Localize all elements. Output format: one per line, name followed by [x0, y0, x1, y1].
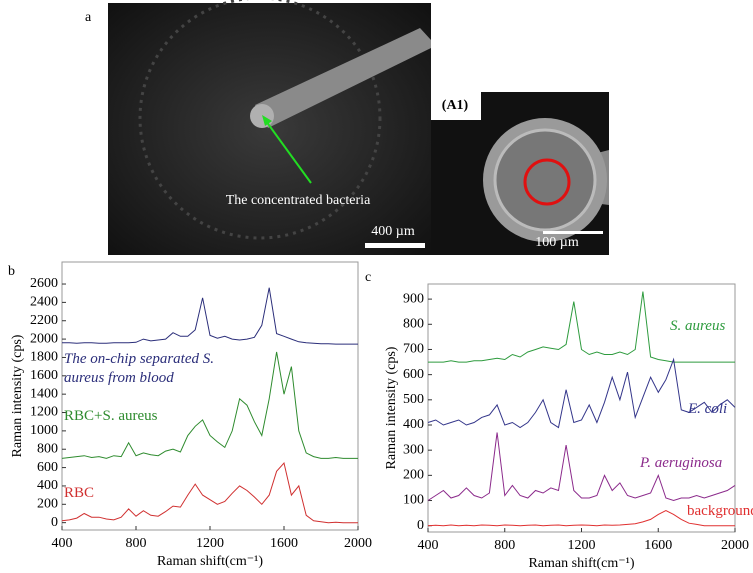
y-tick-label: 1400: [30, 386, 58, 401]
y-tick-label: 0: [417, 518, 424, 533]
caption: The concentrated bacteria: [226, 193, 371, 208]
spectrum-line: [61, 461, 358, 524]
panel-label: b: [8, 264, 15, 279]
y-tick-label: 800: [37, 441, 58, 456]
y-tick-label: 0: [51, 515, 58, 530]
y-tick-label: 1200: [30, 405, 58, 420]
y-tick-label: 300: [403, 442, 424, 457]
x-tick-label: 1600: [644, 538, 672, 553]
spectrum-line: [427, 510, 735, 527]
series-label: E. coli: [688, 401, 728, 417]
texture: [138, 0, 382, 240]
x-tick-label: 2000: [344, 536, 372, 551]
series-label: The on-chip separated S. aureus from blo…: [64, 351, 214, 386]
scale-label: 400 µm: [371, 224, 415, 239]
x-axis-label: Raman shift(cm⁻¹): [528, 556, 634, 571]
x-tick-label: 400: [418, 538, 439, 553]
x-tick-label: 800: [126, 536, 147, 551]
chamber: [250, 104, 274, 128]
x-tick-label: 1200: [196, 536, 224, 551]
y-tick-label: 600: [37, 460, 58, 475]
chamber-inner: [493, 128, 597, 232]
y-tick-label: 900: [403, 291, 424, 306]
channel: [255, 28, 431, 128]
spectrum-line: [427, 432, 736, 502]
y-tick-label: 400: [403, 417, 424, 432]
arrow: [265, 120, 312, 184]
x-tick-label: 800: [494, 538, 515, 553]
series-label: background: [687, 503, 753, 519]
roi-circle: [523, 158, 571, 206]
y-tick-label: 500: [403, 392, 424, 407]
spectrum-line: [62, 287, 358, 345]
y-tick-label: 700: [403, 342, 424, 357]
y-tick-label: 400: [37, 478, 58, 493]
y-tick-label: 800: [403, 317, 424, 332]
spectrum-line: [428, 291, 735, 363]
scale-bar: [365, 243, 425, 248]
spectrum-line: [427, 357, 736, 429]
series-label: RBC: [64, 485, 95, 501]
x-axis-label: Raman shift(cm⁻¹): [157, 554, 263, 569]
micrograph: [108, 3, 431, 255]
y-tick-label: 1800: [30, 350, 58, 365]
panel-label: a: [85, 10, 92, 25]
x-tick-label: 2000: [721, 538, 749, 553]
inset-label-box: [431, 92, 481, 120]
y-tick-label: 200: [403, 468, 424, 483]
y-tick-label: 1000: [30, 423, 58, 438]
y-tick-label: 2400: [30, 295, 58, 310]
inset-label: (A1): [442, 98, 469, 113]
y-tick-label: 2200: [30, 313, 58, 328]
y-tick-label: 600: [403, 367, 424, 382]
series-label: RBC+S. aureus: [64, 408, 158, 424]
series-label: P. aeruginosa: [640, 455, 723, 471]
x-tick-label: 1600: [270, 536, 298, 551]
arrow-head: [262, 115, 272, 126]
y-tick-label: 2000: [30, 331, 58, 346]
y-tick-label: 100: [403, 493, 424, 508]
x-tick-label: 400: [52, 536, 73, 551]
x-tick-label: 1200: [568, 538, 596, 553]
panel-label: c: [365, 270, 371, 285]
y-axis-label: Raman intensity (cps): [384, 346, 399, 469]
y-tick-label: 200: [37, 497, 58, 512]
scale-label: 100 µm: [535, 235, 579, 250]
scale-bar: [543, 231, 603, 234]
y-axis-label: Raman intensity (cps): [10, 334, 25, 457]
y-tick-label: 2600: [30, 276, 58, 291]
spectrum-line: [61, 351, 358, 459]
y-tick-label: 1600: [30, 368, 58, 383]
series-label: S. aureus: [670, 318, 726, 334]
